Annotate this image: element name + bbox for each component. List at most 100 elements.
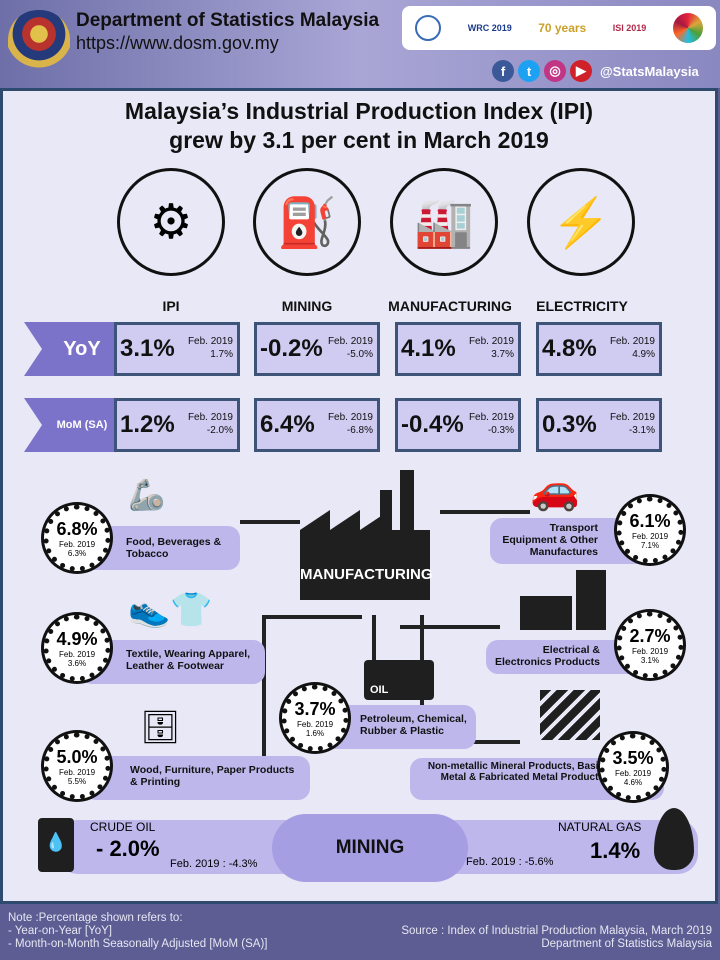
header: Department of Statistics Malaysia https:… (0, 0, 720, 88)
subsector-name: Food, Beverages & Tobacco (126, 536, 222, 560)
partner-logos: WRC 2019 70 years ISI 2019 (402, 6, 716, 50)
manufacturing-label: MANUFACTURING (300, 566, 433, 583)
mining-label: MINING (272, 814, 468, 882)
social-handle[interactable]: @StatsMalaysia (600, 63, 699, 79)
logo-statistik-icon (415, 15, 442, 41)
value: 3.1% (120, 335, 175, 362)
prev-label: Feb. 2019 (187, 336, 233, 347)
category-label-electricity: ELECTRICITY (536, 298, 628, 314)
connector (240, 520, 300, 524)
natural-gas-value: 1.4% (590, 838, 641, 863)
note-mom: - Month-on-Month Seasonally Adjusted [Mo… (8, 938, 268, 950)
value: 2.7% (629, 625, 671, 646)
value: 3.5% (612, 747, 654, 768)
prev: Feb. 2019 -5.0% (328, 335, 373, 361)
prev-label: Feb. 2019 (296, 719, 334, 729)
prev-label: Feb. 2019 (609, 412, 655, 423)
coat-of-arms-logo (8, 10, 70, 70)
prev-value: 7.1% (640, 540, 660, 550)
prev-value: 3.1% (640, 655, 660, 665)
crude-oil-prev: Feb. 2019 : -4.3% (170, 858, 258, 870)
source-org: Department of Statistics Malaysia (541, 938, 712, 950)
yoy-mining: -0.2% Feb. 2019 -5.0% (254, 322, 380, 376)
connector (372, 615, 376, 685)
mom-ipi: 1.2% Feb. 2019 -2.0% (114, 398, 240, 452)
prev-value: 1.6% (305, 728, 325, 738)
footer-source: Source : Index of Industrial Production … (401, 925, 712, 951)
yoy-ipi: 3.1% Feb. 2019 1.7% (114, 322, 240, 376)
prev-value: 3.7% (491, 349, 514, 360)
value: 6.4% (260, 411, 315, 438)
connector (400, 625, 500, 629)
prev-label: Feb. 2019 (187, 412, 233, 423)
logo-70-years: 70 years (538, 21, 587, 35)
note-title: Note :Percentage shown refers to: (8, 912, 183, 924)
prev-label: Feb. 2019 (327, 412, 373, 423)
prev-label: Feb. 2019 (614, 768, 652, 778)
value: 4.8% (542, 335, 597, 362)
prev-value: 5.5% (67, 776, 87, 786)
prev-value: -0.3% (487, 425, 514, 436)
factory-icon (300, 470, 430, 600)
prev-label: Feb. 2019 (631, 646, 669, 656)
car-icon: 🚗 (530, 468, 580, 512)
gear-badge-wood: 5.0% Feb. 2019 5.5% (44, 733, 110, 799)
value: 4.9% (56, 628, 98, 649)
prev-value: -6.8% (346, 425, 373, 436)
subsector-wood: Wood, Furniture, Paper Products & Printi… (84, 756, 310, 800)
gear-badge-food: 6.8% Feb. 2019 6.3% (44, 505, 110, 571)
website-link[interactable]: https://www.dosm.gov.my (76, 33, 279, 53)
prev-value: 3.6% (67, 658, 87, 668)
oil-barrel-drop-icon: 💧 (38, 818, 74, 872)
subsector-name: Non-metallic Mineral Products, Basic Met… (427, 761, 604, 783)
apparel-icon: 👟👕 (128, 591, 213, 629)
prev-label: Feb. 2019 (58, 767, 96, 777)
yoy-electricity: 4.8% Feb. 2019 4.9% (536, 322, 662, 376)
logo-sdg-icon (672, 13, 703, 43)
value: -0.4% (401, 411, 464, 438)
prev-value: -3.1% (628, 425, 655, 436)
prev-label: Feb. 2019 (468, 336, 514, 347)
mom-manufacturing: -0.4% Feb. 2019 -0.3% (395, 398, 521, 452)
prev-value: 1.7% (210, 349, 233, 360)
note-yoy: - Year-on-Year [YoY] (8, 925, 113, 937)
prev-label: Feb. 2019 (631, 531, 669, 541)
steel-beams-icon (540, 690, 600, 740)
mom-mining: 6.4% Feb. 2019 -6.8% (254, 398, 380, 452)
gear-badge-nonmetallic: 3.5% Feb. 2019 4.6% (600, 734, 666, 800)
source-text: Source : Index of Industrial Production … (401, 925, 712, 937)
value: 6.8% (56, 518, 98, 539)
footer-note: Note :Percentage shown refers to: - Year… (8, 912, 268, 951)
connector (262, 615, 362, 619)
facebook-icon[interactable]: f (492, 60, 514, 82)
twitter-icon[interactable]: t (518, 60, 540, 82)
prev-value: 4.9% (632, 349, 655, 360)
value: 3.7% (294, 698, 336, 719)
instagram-icon[interactable]: ◎ (544, 60, 566, 82)
yoy-manufacturing: 4.1% Feb. 2019 3.7% (395, 322, 521, 376)
subsector-name: Petroleum, Chemical, Rubber & Plastic (360, 713, 467, 737)
page-title: Malaysia’s Industrial Production Index (… (3, 97, 715, 155)
crude-oil-label: CRUDE OIL (90, 820, 156, 834)
logo-wrc: WRC 2019 (467, 23, 512, 33)
value: 5.0% (56, 746, 98, 767)
youtube-icon[interactable]: ▶ (570, 60, 592, 82)
prev: Feb. 2019 3.7% (469, 335, 514, 361)
category-label-mining: MINING (281, 298, 333, 314)
department-name: Department of Statistics Malaysia (76, 10, 380, 31)
prev: Feb. 2019 -2.0% (188, 411, 233, 437)
prev-label: Feb. 2019 (58, 539, 96, 549)
category-label-manufacturing: MANUFACTURING (388, 298, 512, 314)
natural-gas-prev: Feb. 2019 : -5.6% (466, 856, 554, 868)
prev-value: -5.0% (346, 349, 373, 360)
connector (440, 510, 530, 514)
prev-value: 4.6% (623, 777, 643, 787)
connector (262, 615, 266, 785)
subsector-name: Textile, Wearing Apparel, Leather & Foot… (126, 648, 251, 672)
value: 0.3% (542, 411, 597, 438)
subsector-name: Transport Equipment & Other Manufactures (502, 522, 598, 558)
natural-gas-label: NATURAL GAS (558, 820, 642, 834)
mom-electricity: 0.3% Feb. 2019 -3.1% (536, 398, 662, 452)
prev-label: Feb. 2019 (58, 649, 96, 659)
flame-icon (654, 808, 694, 870)
